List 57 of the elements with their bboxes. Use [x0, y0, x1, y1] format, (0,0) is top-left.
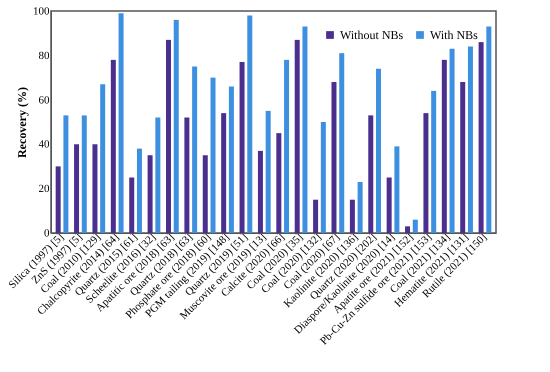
bar: [394, 146, 400, 233]
bar: [350, 200, 355, 233]
bar: [423, 113, 428, 233]
bar: [294, 40, 300, 233]
bar: [368, 115, 374, 233]
bar: [478, 42, 484, 233]
bar: [100, 84, 106, 233]
bar: [450, 48, 455, 233]
bar: [228, 86, 234, 233]
legend-label: With NBs: [430, 28, 478, 42]
y-tick-label: 80: [38, 50, 50, 62]
bar: [174, 20, 179, 233]
bar: [358, 182, 363, 233]
y-tick-label: 100: [33, 6, 50, 18]
bar: [240, 62, 245, 233]
y-tick-label: 0: [44, 228, 50, 240]
bar: [74, 144, 80, 233]
bar: [247, 15, 252, 233]
bar: [320, 122, 326, 233]
bar: [166, 40, 171, 233]
bar: [118, 13, 124, 233]
y-tick-label: 20: [38, 183, 50, 196]
bar: [184, 118, 190, 233]
bar: [56, 166, 61, 233]
bar: [468, 46, 473, 233]
bar: [284, 60, 290, 233]
bar: [386, 178, 392, 233]
bar: [276, 133, 282, 233]
bar: [376, 68, 382, 233]
bar: [192, 66, 198, 233]
bar: [221, 113, 226, 233]
bar: [92, 144, 98, 233]
bar: [313, 200, 318, 233]
bar: [266, 110, 271, 233]
bar: [129, 178, 134, 233]
bar: [331, 82, 336, 233]
bar: [486, 26, 492, 233]
bar: [136, 148, 142, 233]
bar: [302, 26, 308, 233]
bar: [431, 90, 436, 233]
bar: [405, 226, 410, 233]
bar: [148, 155, 153, 233]
bar: [63, 115, 68, 233]
bar: [210, 78, 216, 233]
y-tick-label: 40: [38, 138, 50, 151]
bar: [339, 53, 344, 233]
bar: [412, 220, 418, 233]
y-tick-label: 60: [38, 94, 50, 106]
bar: [258, 150, 263, 233]
y-axis-title: Recovery (%): [15, 87, 29, 158]
legend-label: Without NBs: [340, 28, 404, 42]
bar: [442, 60, 447, 233]
bar: [460, 82, 466, 233]
bar: [155, 118, 160, 233]
bar: [202, 155, 208, 233]
bar: [82, 115, 87, 233]
bar: [110, 60, 116, 233]
